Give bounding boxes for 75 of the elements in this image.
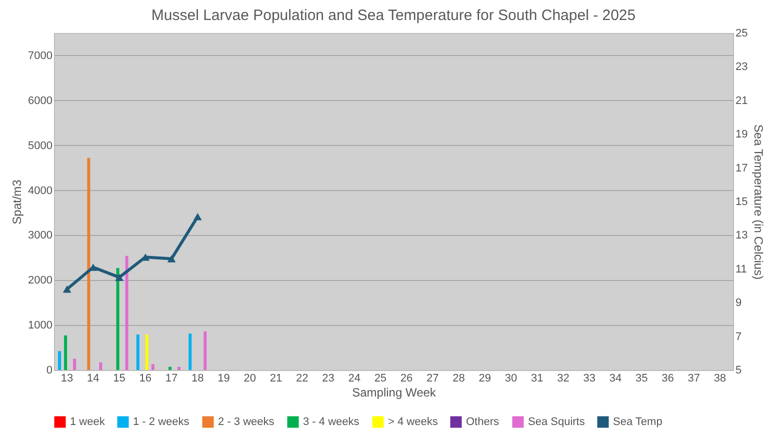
y-tick-label: 6000 bbox=[28, 94, 52, 107]
y2-tick-label: 15 bbox=[736, 196, 748, 208]
y2-tick-label: 23 bbox=[736, 61, 748, 74]
x-tick-label: 23 bbox=[322, 372, 334, 384]
x-tick-label: 22 bbox=[296, 372, 308, 384]
x-tick-label: 31 bbox=[531, 372, 544, 384]
x-tick-label: 28 bbox=[452, 372, 465, 384]
bar bbox=[116, 268, 120, 370]
legend-label: > 4 weeks bbox=[388, 416, 438, 428]
bar bbox=[168, 366, 172, 370]
x-tick-label: 34 bbox=[609, 372, 622, 384]
bar bbox=[58, 351, 62, 370]
y2-axis-title: Sea Temperature (in Celcius) bbox=[752, 124, 766, 280]
bar bbox=[151, 364, 154, 370]
x-tick-label: 27 bbox=[426, 372, 439, 384]
x-tick-label: 18 bbox=[192, 372, 204, 384]
y2-tick-label: 7 bbox=[736, 330, 742, 343]
y2-tick-label: 13 bbox=[736, 230, 748, 242]
x-tick-label: 24 bbox=[348, 372, 360, 384]
bar bbox=[178, 366, 181, 370]
y-tick-label: 3000 bbox=[28, 230, 52, 242]
x-tick-label: 35 bbox=[635, 372, 648, 384]
bar bbox=[73, 358, 76, 370]
y2-tick-label: 11 bbox=[736, 263, 747, 276]
bar bbox=[125, 256, 128, 370]
point bbox=[167, 255, 176, 262]
x-tick-label: 20 bbox=[244, 372, 256, 384]
legend-label: Others bbox=[466, 416, 500, 428]
y-tick-label: 2000 bbox=[28, 274, 52, 287]
y-tick-label: 4000 bbox=[28, 184, 52, 197]
x-tick-label: 29 bbox=[478, 372, 492, 384]
x-tick-label: 13 bbox=[60, 372, 74, 384]
bar bbox=[87, 158, 90, 370]
x-tick-label: 32 bbox=[557, 372, 570, 384]
chart-title: Mussel Larvae Population and Sea Temperature for South Chapel - 2025 bbox=[151, 7, 636, 24]
x-tick-label: 21 bbox=[270, 372, 282, 384]
x-axis-title: Sampling Week bbox=[352, 386, 437, 400]
x-tick-label: 38 bbox=[714, 372, 726, 384]
x-tick-label: 14 bbox=[87, 372, 100, 384]
bar bbox=[64, 335, 68, 370]
y-tick-label: 0 bbox=[46, 364, 52, 376]
legend-label: 3 - 4 weeks bbox=[303, 416, 360, 428]
y-axis-title: Spat/m3 bbox=[10, 179, 24, 224]
y2-tick-label: 9 bbox=[736, 297, 742, 310]
y2-tick-label: 21 bbox=[736, 94, 748, 107]
y2-tick-label: 25 bbox=[736, 28, 748, 40]
legend-label: 1 week bbox=[70, 416, 106, 428]
bar bbox=[188, 334, 192, 370]
legend-label: 2 - 3 weeks bbox=[218, 416, 275, 428]
y2-tick-label: 19 bbox=[736, 128, 748, 141]
x-tick-label: 16 bbox=[139, 372, 152, 384]
y2-tick-label: 5 bbox=[736, 364, 742, 376]
y-tick-label: 5000 bbox=[28, 140, 52, 152]
point bbox=[62, 285, 72, 293]
point bbox=[193, 213, 202, 220]
y-tick-label: 7000 bbox=[28, 50, 52, 62]
bar bbox=[136, 334, 140, 370]
x-tick-label: 25 bbox=[374, 372, 387, 384]
bar bbox=[204, 331, 207, 370]
y-tick-label: 1000 bbox=[28, 320, 52, 332]
bar bbox=[99, 362, 102, 370]
legend-label: 1 - 2 weeks bbox=[133, 416, 190, 428]
bar bbox=[145, 334, 148, 370]
point bbox=[115, 274, 124, 281]
x-tick-label: 15 bbox=[113, 372, 126, 384]
x-tick-label: 30 bbox=[504, 372, 518, 384]
x-tick-label: 33 bbox=[583, 372, 596, 384]
x-tick-label: 17 bbox=[165, 372, 178, 384]
x-tick-label: 37 bbox=[688, 372, 700, 384]
x-tick-label: 36 bbox=[662, 372, 674, 384]
x-tick-label: 26 bbox=[400, 372, 413, 384]
y2-tick-label: 17 bbox=[736, 162, 748, 174]
legend-label: Sea Squirts bbox=[528, 416, 586, 428]
x-tick-label: 19 bbox=[218, 372, 230, 384]
legend-label: Sea Temp bbox=[613, 416, 662, 428]
